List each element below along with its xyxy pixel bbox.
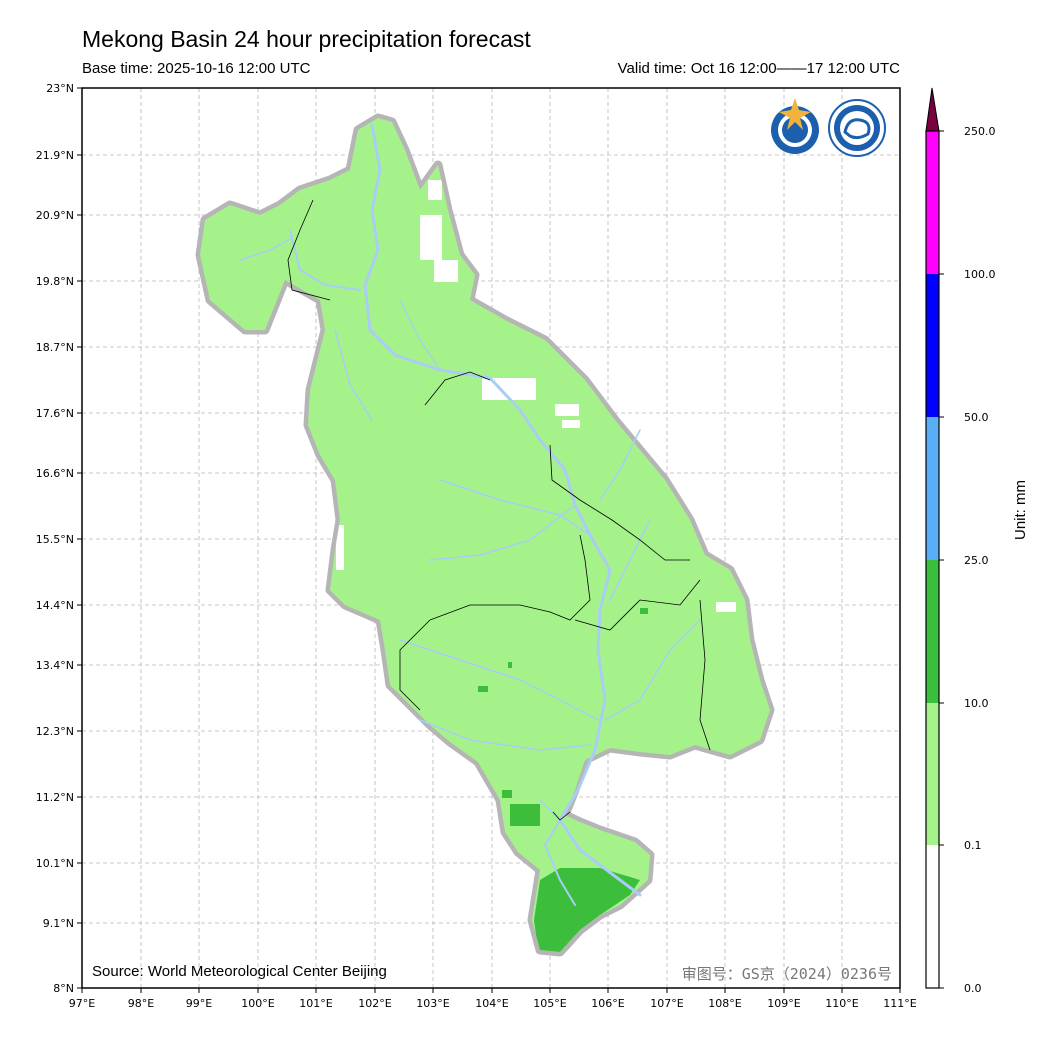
longitude-labels: 97°E 98°E 99°E 100°E 101°E 102°E 103°E 1… (69, 997, 917, 1010)
river-network (239, 123, 701, 906)
latitude-labels: 23°N 21.9°N 20.9°N 19.8°N 18.7°N 17.6°N … (36, 82, 74, 995)
lon-tick-label: 111°E (883, 997, 916, 1010)
colorbar-label: 10.0 (964, 697, 989, 710)
colorbar-segment-25-50 (926, 417, 939, 560)
heavy-rain-patches (478, 608, 648, 952)
colorbar-label: 100.0 (964, 268, 996, 281)
lon-tick-label: 104°E (475, 997, 508, 1010)
colorbar-unit-label: Unit: mm (1012, 480, 1029, 540)
lat-tick-label: 10.1°N (36, 857, 74, 870)
source-caption: Source: World Meteorological Center Beij… (92, 963, 387, 980)
lat-tick-label: 15.5°N (36, 533, 74, 546)
lon-tick-label: 107°E (650, 997, 683, 1010)
lon-tick-label: 106°E (591, 997, 624, 1010)
colorbar-segment-0-0.1 (926, 845, 939, 988)
lon-tick-label: 97°E (69, 997, 95, 1010)
lat-tick-label: 18.7°N (36, 341, 74, 354)
colorbar-segment-10-25 (926, 560, 939, 703)
colorbar-label: 50.0 (964, 411, 989, 424)
basin-precip-area (200, 118, 770, 952)
lat-tick-label: 19.8°N (36, 275, 74, 288)
axis-ticks (77, 87, 901, 993)
country-borders (287, 199, 711, 821)
lat-tick-label: 17.6°N (36, 407, 74, 420)
lat-tick-label: 14.4°N (36, 599, 74, 612)
lat-tick-label: 23°N (46, 82, 74, 95)
colorbar-label: 0.1 (964, 839, 982, 852)
lat-tick-label: 13.4°N (36, 659, 74, 672)
lon-tick-label: 99°E (186, 997, 212, 1010)
lon-tick-label: 110°E (825, 997, 858, 1010)
lon-tick-label: 100°E (241, 997, 274, 1010)
lat-tick-label: 20.9°N (36, 209, 74, 222)
colorbar-label: 250.0 (964, 125, 996, 138)
colorbar-segment-100-250 (926, 131, 939, 274)
cma-logo (828, 99, 886, 157)
lat-tick-label: 11.2°N (36, 791, 74, 804)
lon-tick-label: 101°E (299, 997, 332, 1010)
colorbar-label: 0.0 (964, 982, 982, 995)
wmo-logo (771, 98, 819, 154)
lat-tick-label: 8°N (53, 982, 74, 995)
lon-tick-label: 103°E (416, 997, 449, 1010)
base-time-label: Base time: 2025-10-16 12:00 UTC (82, 60, 311, 77)
map-approval-number: 审图号：GS京（2024）0236号 (681, 965, 892, 983)
map-title: Mekong Basin 24 hour precipitation forec… (82, 26, 531, 52)
colorbar-segment-0.1-10 (926, 703, 939, 845)
lat-tick-label: 21.9°N (36, 149, 74, 162)
colorbar-label: 25.0 (964, 554, 989, 567)
lon-tick-label: 108°E (708, 997, 741, 1010)
colorbar: 250.0 100.0 50.0 25.0 10.0 0.1 0.0 (925, 87, 996, 995)
lat-tick-label: 16.6°N (36, 467, 74, 480)
map-frame (81, 87, 901, 989)
lon-tick-label: 98°E (128, 997, 154, 1010)
colorbar-segment-50-100 (926, 274, 939, 417)
lat-tick-label: 9.1°N (43, 917, 74, 930)
lat-tick-label: 12.3°N (36, 725, 74, 738)
colorbar-extend-arrow (925, 87, 940, 132)
lon-tick-label: 102°E (358, 997, 391, 1010)
valid-time-label: Valid time: Oct 16 12:00——17 12:00 UTC (617, 60, 900, 77)
lon-tick-label: 105°E (533, 997, 566, 1010)
lon-tick-label: 109°E (767, 997, 800, 1010)
